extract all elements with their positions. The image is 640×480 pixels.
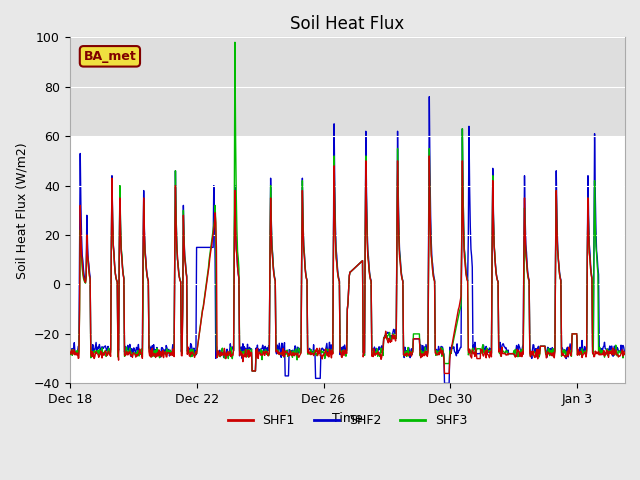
Bar [70, 37, 625, 136]
Legend: SHF1, SHF2, SHF3: SHF1, SHF2, SHF3 [223, 409, 472, 432]
Title: Soil Heat Flux: Soil Heat Flux [290, 15, 404, 33]
Text: BA_met: BA_met [84, 50, 136, 63]
X-axis label: Time: Time [332, 411, 363, 425]
Y-axis label: Soil Heat Flux (W/m2): Soil Heat Flux (W/m2) [15, 142, 28, 278]
